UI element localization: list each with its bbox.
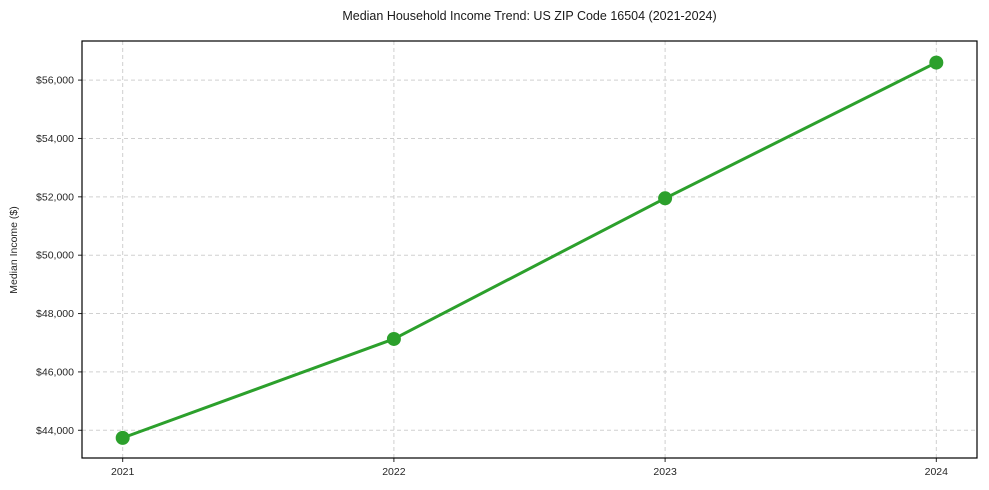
data-point bbox=[386, 331, 401, 346]
plot-area bbox=[82, 41, 977, 458]
plot-border bbox=[81, 40, 978, 459]
y-tick-label: $54,000 bbox=[36, 133, 74, 145]
data-point bbox=[658, 191, 673, 206]
x-tick-label: 2023 bbox=[653, 466, 677, 478]
y-tick-label: $50,000 bbox=[36, 250, 74, 262]
y-tick-label: $52,000 bbox=[36, 191, 74, 203]
y-tick-label: $44,000 bbox=[36, 425, 74, 437]
data-point bbox=[929, 55, 944, 70]
chart-title: Median Household Income Trend: US ZIP Co… bbox=[342, 9, 717, 23]
y-tick-label: $56,000 bbox=[36, 75, 74, 87]
x-tick-label: 2021 bbox=[111, 466, 135, 478]
x-tick-label: 2024 bbox=[925, 466, 949, 478]
data-point bbox=[115, 430, 130, 445]
x-tick-label: 2022 bbox=[382, 466, 406, 478]
y-tick-label: $46,000 bbox=[36, 366, 74, 378]
y-tick-label: $48,000 bbox=[36, 308, 74, 320]
trend-line bbox=[121, 61, 938, 440]
